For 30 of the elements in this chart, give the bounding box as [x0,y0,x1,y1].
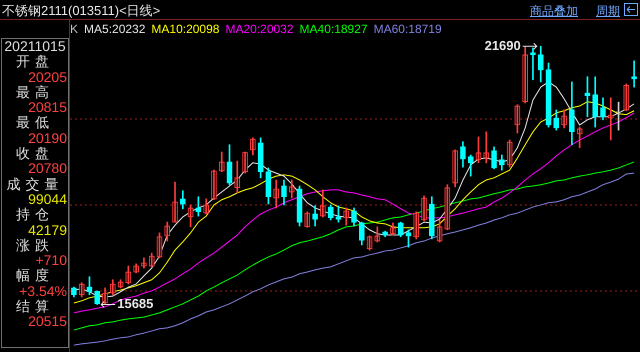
text: 结算 [15,298,55,314]
text: 涨跌 [15,236,55,254]
annotation: K [70,22,78,36]
text: +710 [34,252,68,268]
text: 20205 [27,68,68,85]
text: 成交量 [6,176,64,192]
text: 开盘 [15,53,55,70]
text: MA60:18719 [374,22,442,36]
text: 商品叠加 [530,4,578,18]
text: 20780 [27,160,68,177]
annotation: 21690 [484,38,521,53]
text: 最高 [15,84,55,100]
text: MA5:20232 [84,22,146,36]
text: 收盘 [15,145,55,162]
text: +3.54% [18,282,68,300]
text: 20211015 [3,38,67,54]
text: 持仓 [15,206,55,223]
chart-title: 不锈钢2111(013511)<日线> [2,2,160,20]
annotation: 15685 [117,296,154,312]
text: 20190 [27,130,68,146]
text: MA20:20032 [225,22,294,36]
text: 幅度 [15,267,55,284]
text: 20515 [27,313,68,330]
text: 99044 [28,190,68,208]
text: MA10:20098 [151,22,220,36]
text: 20815 [27,99,68,116]
text: 42179 [27,222,68,238]
text: MA40:18927 [300,22,368,36]
text: 最低 [15,114,55,131]
text: 周期 [596,4,620,18]
